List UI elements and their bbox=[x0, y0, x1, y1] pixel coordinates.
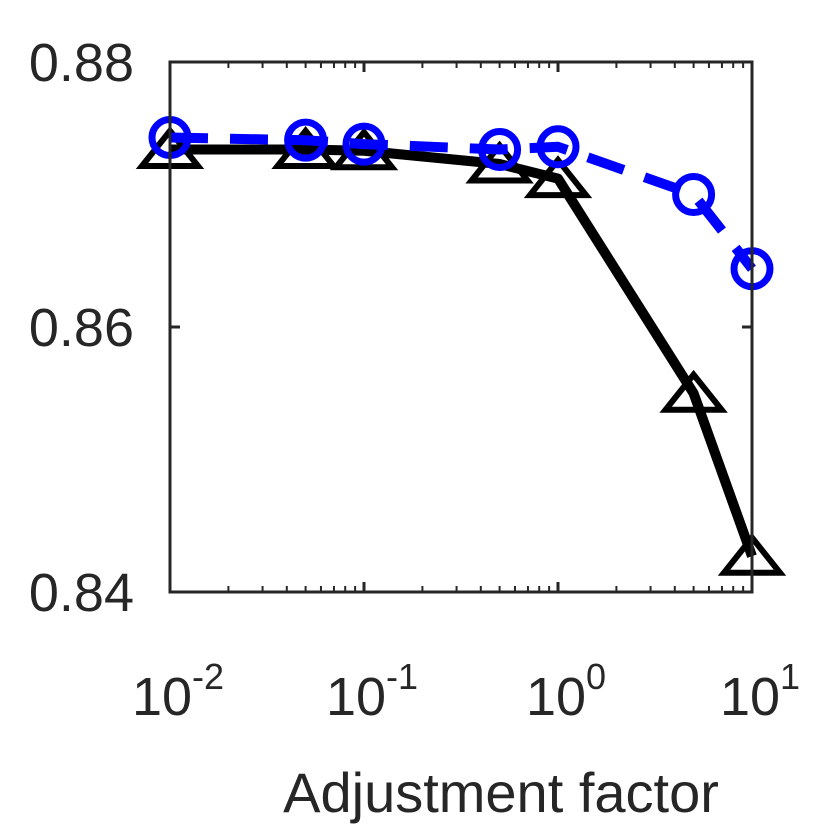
triangle-marker bbox=[523, 155, 593, 199]
circle-marker bbox=[284, 118, 328, 162]
plot-frame bbox=[168, 60, 754, 594]
x-tick-label: 101 bbox=[720, 656, 800, 727]
circle-marker bbox=[478, 127, 522, 171]
y-tick-label: 0.86 bbox=[29, 298, 134, 358]
x-tick-label: 100 bbox=[526, 656, 606, 727]
x-tick-label: 10-2 bbox=[132, 656, 224, 727]
series-layer bbox=[135, 116, 787, 576]
circle-marker bbox=[536, 125, 580, 169]
series-line bbox=[170, 144, 757, 558]
circle-marker bbox=[672, 173, 716, 216]
series-line bbox=[169, 132, 756, 272]
triangle-marker bbox=[659, 369, 728, 413]
x-tick-label: 10-1 bbox=[326, 656, 418, 727]
series-triangle bbox=[135, 126, 787, 576]
y-tick-label: 0.88 bbox=[29, 33, 134, 93]
tick-labels: 10-2 10-1 100 101 0.84 0.86 0.88 bbox=[29, 33, 800, 727]
x-axis-title: Adjustment factor bbox=[283, 761, 719, 824]
y-tick-label: 0.84 bbox=[29, 563, 134, 623]
circle-marker bbox=[342, 122, 386, 166]
